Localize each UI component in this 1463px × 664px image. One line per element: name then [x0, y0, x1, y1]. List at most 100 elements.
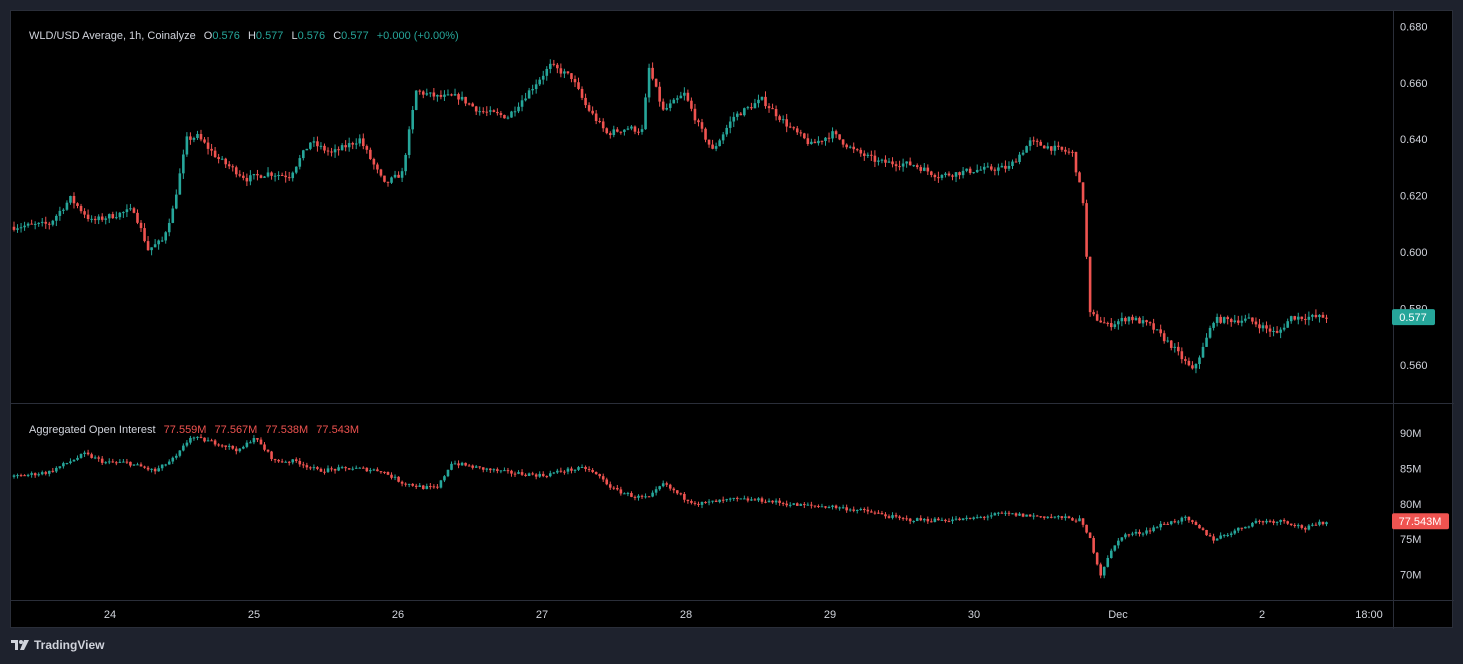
price-candle — [880, 159, 884, 161]
price-candle — [619, 131, 623, 133]
price-candle — [1141, 320, 1145, 324]
price-candle — [1049, 146, 1053, 151]
oi-candle — [164, 464, 168, 466]
price-candle — [446, 94, 450, 96]
price-candle — [538, 79, 542, 85]
oi-candle — [679, 493, 683, 495]
price-candle — [1321, 314, 1325, 318]
low-label: L — [291, 30, 298, 42]
price-candle — [1028, 140, 1032, 147]
price-candle — [97, 216, 100, 221]
oi-candle — [478, 466, 482, 468]
oi-candle — [1215, 538, 1219, 541]
oi-candle — [305, 465, 309, 468]
price-candle — [1120, 317, 1124, 322]
oi-y-tick: 75M — [1400, 534, 1421, 546]
oi-candle — [1191, 520, 1194, 522]
price-candle — [62, 209, 65, 211]
oi-candle — [210, 440, 213, 442]
oi-candle — [707, 501, 711, 503]
price-candle — [637, 131, 640, 133]
oi-y-tick: 85M — [1400, 463, 1421, 475]
oi-candle — [1180, 517, 1184, 522]
oi-candle — [182, 445, 185, 451]
price-candle — [122, 212, 125, 214]
price-candle — [118, 212, 122, 218]
oi-candle — [873, 512, 877, 514]
oi-candle — [1226, 534, 1230, 536]
price-candle — [199, 134, 203, 140]
oi-candle — [908, 518, 912, 522]
price-candle — [954, 172, 958, 177]
oi-candle — [1244, 526, 1247, 529]
price-candle — [40, 221, 44, 223]
close-label: C — [333, 30, 342, 42]
price-candle — [1254, 321, 1258, 325]
oi-candle — [513, 473, 517, 475]
oi-candle — [718, 499, 721, 503]
oi-candle — [901, 517, 905, 519]
price-candle — [351, 143, 355, 145]
oi-candle — [30, 473, 33, 475]
oi-candle — [894, 515, 898, 517]
price-candle — [316, 141, 319, 147]
price-candle — [12, 226, 16, 230]
oi-candle — [644, 496, 647, 498]
price-candle — [436, 94, 439, 97]
price-candle — [545, 68, 549, 76]
price-candle — [379, 169, 383, 176]
price-candle — [598, 120, 601, 122]
price-candle — [686, 92, 690, 101]
price-candle — [1282, 327, 1286, 330]
oi-candle — [1081, 518, 1085, 525]
price-candle — [1007, 165, 1011, 169]
price-candle — [393, 174, 397, 178]
oi-candle — [556, 470, 559, 473]
price-candle — [1236, 320, 1240, 323]
oi-candle — [975, 517, 979, 519]
oi-candle — [524, 474, 527, 476]
oi-candle — [788, 504, 792, 506]
oi-badge — [1392, 513, 1449, 530]
price-candle — [1318, 314, 1321, 318]
tradingview-brand[interactable]: TradingView — [10, 638, 104, 652]
price-candle — [1042, 145, 1046, 149]
oi-candle — [153, 468, 157, 472]
price-candle — [256, 174, 259, 176]
price-candle — [111, 214, 115, 219]
price-candle — [1057, 145, 1060, 147]
price-legend: WLD/USD Average, 1h, Coinalyze O0.576 H0… — [29, 30, 459, 42]
chart-frame[interactable]: 0.5600.5800.6000.6200.6400.6600.68070M75… — [10, 10, 1454, 629]
price-candle — [44, 221, 48, 224]
time-axis-tick: 28 — [680, 609, 692, 621]
oi-candle — [510, 470, 513, 474]
price-candle — [1145, 320, 1148, 323]
oi-candle — [386, 472, 390, 475]
price-candle — [855, 149, 859, 151]
price-candle — [1113, 324, 1117, 328]
oi-candle — [19, 475, 23, 477]
oi-candle — [146, 467, 150, 470]
oi-candle — [404, 483, 407, 485]
oi-candle — [831, 505, 834, 507]
open-value: 0.576 — [212, 30, 240, 42]
price-candle — [566, 71, 570, 74]
chart-canvas[interactable]: 0.5600.5800.6000.6200.6400.6600.68070M75… — [11, 11, 1454, 629]
price-candle — [104, 218, 108, 220]
price-candle — [863, 153, 866, 156]
oi-candle — [1134, 531, 1138, 534]
price-candle — [644, 97, 647, 130]
price-candle — [23, 225, 26, 228]
price-candle — [958, 172, 961, 176]
oi-candle — [51, 470, 55, 472]
oi-candle — [1067, 516, 1071, 519]
oi-candle — [605, 479, 609, 485]
oi-candle — [799, 504, 803, 506]
price-candle — [760, 96, 764, 100]
oi-candle — [1117, 540, 1120, 546]
oi-candle — [743, 498, 746, 500]
price-candle — [785, 119, 788, 127]
oi-candle — [249, 442, 252, 444]
oi-candle — [732, 497, 736, 499]
price-badge — [1392, 309, 1435, 326]
